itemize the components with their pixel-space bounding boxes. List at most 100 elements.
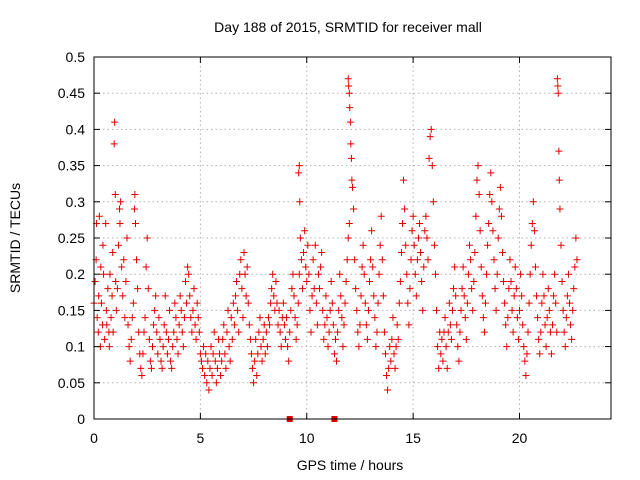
data-point [163, 350, 171, 358]
data-point [97, 263, 105, 271]
data-point [295, 162, 303, 170]
data-point [417, 248, 425, 256]
x-axis-label: GPS time / hours [297, 457, 404, 473]
data-point [486, 191, 494, 199]
data-point [208, 372, 216, 380]
data-point [125, 343, 133, 351]
data-point [180, 314, 188, 322]
data-point [438, 335, 446, 343]
data-point [568, 335, 576, 343]
data-point [530, 227, 538, 235]
data-point [383, 372, 391, 380]
data-point [414, 234, 422, 242]
data-point [555, 147, 563, 155]
data-point [130, 205, 138, 213]
data-point [149, 343, 157, 351]
data-point [293, 321, 301, 329]
data-point [154, 350, 162, 358]
data-point [226, 357, 234, 365]
data-point [454, 343, 462, 351]
data-point [510, 292, 518, 300]
data-point [266, 321, 274, 329]
data-point [166, 306, 174, 314]
data-point [292, 335, 300, 343]
data-point [412, 292, 420, 300]
data-point [152, 292, 160, 300]
data-point [489, 227, 497, 235]
data-point [546, 328, 554, 336]
data-point [558, 277, 566, 285]
data-point [109, 248, 117, 256]
data-point [500, 277, 508, 285]
data-point [323, 314, 331, 322]
data-point [287, 306, 295, 314]
data-point [294, 299, 302, 307]
data-point [561, 343, 569, 351]
data-point [295, 169, 303, 177]
data-point [320, 335, 328, 343]
data-point [277, 343, 285, 351]
data-point [318, 248, 326, 256]
data-point [224, 306, 232, 314]
data-point [172, 314, 180, 322]
data-point [177, 306, 185, 314]
data-point [493, 270, 501, 278]
data-point [570, 285, 578, 293]
data-point [250, 379, 258, 387]
grid-layer [94, 57, 611, 419]
data-point [109, 328, 117, 336]
data-point [112, 306, 120, 314]
data-point [522, 372, 530, 380]
data-point [128, 314, 136, 322]
data-point [340, 321, 348, 329]
data-point [164, 335, 172, 343]
y-tick-label: 0.4 [66, 121, 86, 137]
data-point [416, 220, 424, 228]
data-point [175, 321, 183, 329]
data-point [91, 277, 99, 285]
data-point [249, 364, 257, 372]
data-point [153, 328, 161, 336]
data-point [560, 328, 568, 336]
data-point [168, 364, 176, 372]
data-point [202, 350, 210, 358]
data-point [281, 335, 289, 343]
data-point [352, 285, 360, 293]
data-point [360, 270, 368, 278]
data-point [119, 292, 127, 300]
y-tick-label: 0.1 [66, 339, 86, 355]
data-point [358, 263, 366, 271]
data-point [424, 256, 432, 264]
data-point [548, 321, 556, 329]
data-point [368, 227, 376, 235]
data-point [501, 299, 509, 307]
data-point [213, 364, 221, 372]
data-point [411, 270, 419, 278]
data-point [343, 256, 351, 264]
data-point [316, 285, 324, 293]
data-point [531, 263, 539, 271]
data-point [474, 162, 482, 170]
data-point [126, 357, 134, 365]
data-point [370, 292, 378, 300]
data-point [244, 299, 252, 307]
data-point [468, 285, 476, 293]
data-point [445, 299, 453, 307]
data-point [473, 176, 481, 184]
data-point [363, 335, 371, 343]
data-point [117, 198, 125, 206]
y-tick-label: 0.35 [58, 158, 85, 174]
y-tick-label: 0.15 [58, 302, 85, 318]
data-point [396, 277, 404, 285]
data-point [384, 386, 392, 394]
data-point [118, 263, 126, 271]
data-point [200, 343, 208, 351]
y-tick-label: 0.45 [58, 85, 85, 101]
data-point [275, 306, 283, 314]
data-point [369, 263, 377, 271]
data-point [494, 234, 502, 242]
data-point [252, 335, 260, 343]
data-point [321, 321, 329, 329]
data-point [427, 125, 435, 133]
data-point [101, 335, 109, 343]
